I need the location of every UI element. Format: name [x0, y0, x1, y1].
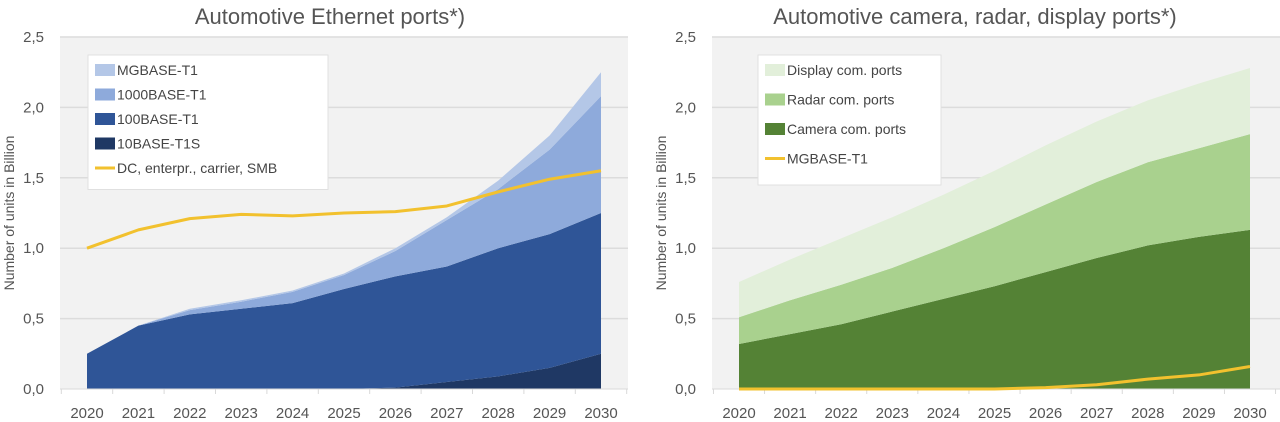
x-tick-label: 2020	[722, 405, 755, 422]
x-tick-label: 2026	[1029, 405, 1062, 422]
camera-radar-display-ports-chart: 0,0 0,5 1,0 1,5 2,0 2,5 2020 2021 2022 2023 2024 20…	[653, 4, 1280, 422]
legend-label-dc-enterpr-carrier-smb: DC, enterpr., carrier, SMB	[117, 160, 277, 176]
y-tick-label: 1,5	[675, 170, 696, 187]
legend-swatch-radar-com-ports	[765, 93, 785, 106]
legend-label-1000base-t1: 1000BASE-T1	[117, 87, 207, 103]
x-tick-label: 2028	[482, 405, 515, 422]
legend: Display com. ports Radar com. ports Camera…	[757, 54, 942, 186]
x-tick-label: 2030	[584, 405, 617, 422]
x-tick-label: 2029	[533, 405, 566, 422]
ethernet-ports-chart: 0,0 0,5 1,0 1,5 2,0 2,5 2020 2021 2022 2023 2024 20…	[1, 4, 628, 422]
y-tick-label: 1,0	[23, 240, 44, 257]
y-axis-label: Number of units in Billion	[1, 136, 17, 291]
chart-title: Automotive Ethernet ports*)	[195, 4, 465, 29]
x-tick-label: 2026	[379, 405, 412, 422]
x-tick-label: 2030	[1233, 405, 1266, 422]
x-tick-label: 2021	[773, 405, 806, 422]
legend-label-10base-t1s: 10BASE-T1S	[117, 136, 200, 152]
legend: MGBASE-T1 1000BASE-T1 100BASE-T1 10BASE-T1S…	[87, 54, 329, 190]
x-tick-label: 2028	[1131, 405, 1164, 422]
y-tick-label: 2,0	[23, 99, 44, 116]
area-display-com-ports	[739, 67, 1250, 318]
area-camera-com-ports	[739, 229, 1250, 389]
y-tick-label: 2,5	[675, 29, 696, 46]
x-tick-label: 2023	[225, 405, 258, 422]
area-10base-t1s	[87, 353, 601, 389]
area-100base-t1	[87, 213, 601, 389]
legend-label-camera-com-ports: Camera com. ports	[787, 121, 906, 137]
x-tick-label: 2021	[122, 405, 155, 422]
line-dc-enterpr-carrier-smb	[86, 169, 602, 250]
line-mgbase-t1	[739, 364, 1251, 391]
x-tick-label: 2024	[927, 405, 960, 422]
x-tick-label: 2024	[276, 405, 309, 422]
y-tick-label: 0,0	[675, 381, 696, 398]
legend-swatch-mgbase-t1	[95, 64, 115, 76]
x-tick-label: 2025	[327, 405, 360, 422]
x-tick-label: 2022	[825, 405, 858, 422]
y-tick-label: 1,5	[23, 170, 44, 187]
x-tick-label: 2027	[430, 405, 463, 422]
legend-swatch-1000base-t1	[95, 88, 115, 101]
chart-title: Automotive camera, radar, display ports*…	[773, 4, 1177, 29]
legend-label-radar-com-ports: Radar com. ports	[787, 92, 894, 108]
legend-box	[87, 54, 329, 190]
legend-swatch-camera-com-ports	[765, 123, 785, 135]
area-1000base-t1	[87, 96, 601, 354]
legend-label-display-com-ports: Display com. ports	[787, 62, 902, 78]
area-radar-com-ports	[739, 134, 1250, 344]
legend-box	[757, 54, 942, 186]
legend-label-mgbase-t1: MGBASE-T1	[117, 62, 198, 78]
x-tick-label: 2022	[173, 405, 206, 422]
y-tick-label: 1,0	[675, 240, 696, 257]
y-tick-label: 2,5	[23, 29, 44, 46]
legend-swatch-100base-t1	[95, 113, 115, 125]
x-tick-label: 2020	[70, 405, 103, 422]
x-tick-label: 2023	[876, 405, 909, 422]
x-tick-label: 2029	[1182, 405, 1215, 422]
x-tick-label: 2025	[978, 405, 1011, 422]
y-tick-label: 0,5	[675, 311, 696, 328]
x-tick-label: 2027	[1080, 405, 1113, 422]
y-tick-label: 2,0	[675, 99, 696, 116]
legend-label-100base-t1: 100BASE-T1	[117, 111, 199, 127]
y-tick-label: 0,5	[23, 311, 44, 328]
legend-swatch-display-com-ports	[765, 64, 785, 76]
y-tick-label: 0,0	[23, 381, 44, 398]
legend-swatch-10base-t1s	[95, 137, 115, 150]
y-axis-label: Number of units in Billion	[653, 136, 669, 291]
legend-label-mgbase-t1: MGBASE-T1	[787, 151, 868, 167]
